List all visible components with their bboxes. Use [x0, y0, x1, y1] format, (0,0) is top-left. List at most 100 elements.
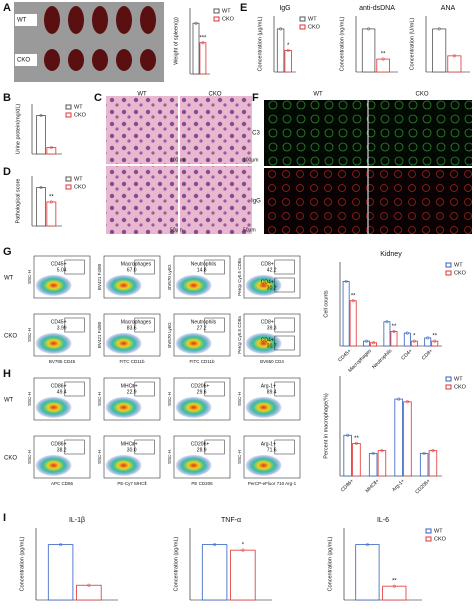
y-axis-label: Concentration (pg/mL) [173, 536, 179, 591]
bar [355, 544, 380, 601]
gate-name: CD206+ [191, 383, 210, 389]
y-axis-label: BV421 F4/80 [97, 321, 102, 348]
category-label: CD4+ [400, 348, 413, 361]
category-label: MHCⅡ+ [364, 478, 380, 494]
column-label: CKO [208, 92, 221, 98]
y-axis-label: Concentration (μg/mL) [257, 16, 263, 71]
y-axis-label: SSC-H [237, 450, 242, 464]
panel-letter: F [252, 92, 259, 104]
gate-name: Neutrophils [191, 261, 217, 267]
panel-letter: I [3, 512, 6, 524]
dot [405, 400, 409, 404]
bar [424, 337, 432, 347]
bar [394, 398, 403, 477]
y-axis-label: Percp Cy5.5 CD8a [237, 258, 242, 296]
gate-name: Macrophages [121, 319, 152, 325]
chart-title: ANA [441, 5, 456, 12]
legend-label: WT [454, 376, 463, 382]
flow-density [105, 396, 142, 418]
dot [422, 451, 426, 455]
scale-bar-label: 50μm [243, 227, 256, 233]
significance: ** [351, 293, 356, 299]
spleen [140, 6, 156, 34]
bar [342, 280, 350, 347]
dot [49, 200, 53, 204]
bar [46, 201, 57, 227]
legend-label: CKO [454, 384, 467, 390]
legend-label: WT [308, 16, 317, 22]
y-axis-label: Percent in macrophage(%) [323, 393, 329, 459]
y-axis-label: SSC-H [97, 392, 102, 406]
legend-label: CKO [454, 270, 467, 276]
y-axis-label: Concentration (pg/mL) [19, 536, 25, 591]
legend-swatch [445, 384, 452, 390]
flow-density [175, 454, 212, 476]
bar [201, 544, 228, 601]
row-label: CKO [4, 456, 17, 462]
gate-name: CD8+ [261, 261, 274, 267]
gate [274, 439, 295, 455]
y-axis-label: Cell counts [323, 290, 329, 317]
panel-letter: G [3, 246, 12, 258]
gate-value: 30.7 [267, 343, 277, 349]
y-axis-label: SSC-H [27, 270, 32, 284]
dot [49, 146, 53, 150]
bar [382, 585, 407, 601]
significance: ** [392, 579, 397, 585]
gate [134, 381, 155, 397]
significance: ** [354, 436, 359, 442]
gate [64, 381, 85, 397]
gate [204, 439, 225, 455]
dot [351, 299, 355, 303]
gate-name: CD45+ [51, 261, 67, 267]
bar [431, 340, 439, 347]
significance: *** [199, 35, 207, 41]
y-axis-label: Weight of spleen(g) [173, 17, 179, 65]
bar [410, 340, 418, 347]
y-axis-label: SSC-H [27, 328, 32, 342]
spleen [116, 6, 132, 34]
y-axis-label: Concentration (pg/mL) [327, 536, 333, 591]
spleen [68, 49, 84, 71]
bar [361, 28, 376, 73]
legend-swatch [65, 176, 72, 182]
dot [365, 543, 369, 547]
row-label: WT [4, 276, 14, 282]
y-axis-label: Concentration (U/mL) [409, 18, 415, 71]
flow-density [105, 454, 142, 476]
scale-bar-label: 100μm [243, 157, 258, 163]
flow-density [175, 274, 212, 296]
bar [199, 42, 207, 75]
significance: ** [49, 195, 54, 201]
panel-letter: E [240, 2, 247, 14]
x-axis-label: FITC CD11b [190, 359, 215, 364]
flow-density [245, 332, 282, 354]
gate-name: Neutrophils [191, 319, 217, 325]
flow-density [35, 332, 72, 354]
legend-label: WT [74, 176, 83, 182]
legend-label: WT [454, 262, 463, 268]
legend-label: WT [74, 104, 83, 110]
gate-value: 29.6 [197, 389, 207, 395]
gate-value: 14.8 [197, 267, 207, 273]
x-axis-label: PE-Cy7 MHCⅡ [117, 481, 146, 486]
legend-swatch [65, 104, 72, 110]
dot [279, 27, 283, 31]
legend-swatch [213, 16, 220, 22]
gate-name: CD4+ [261, 279, 274, 285]
dot [286, 48, 290, 53]
bar [343, 434, 352, 477]
scale-bar-label: 100μm [170, 157, 185, 163]
gate-value: 28.9 [197, 447, 207, 453]
bar [284, 50, 292, 73]
legend-swatch [299, 16, 306, 22]
significance: ** [392, 324, 397, 330]
gate-value: 42.2 [267, 267, 277, 273]
chart-title: TNF-α [221, 517, 241, 524]
gate [274, 259, 295, 275]
bar [36, 115, 46, 155]
chart-title: IgG [279, 5, 290, 12]
y-axis-label: SSC-H [27, 392, 32, 406]
dot [39, 185, 43, 190]
